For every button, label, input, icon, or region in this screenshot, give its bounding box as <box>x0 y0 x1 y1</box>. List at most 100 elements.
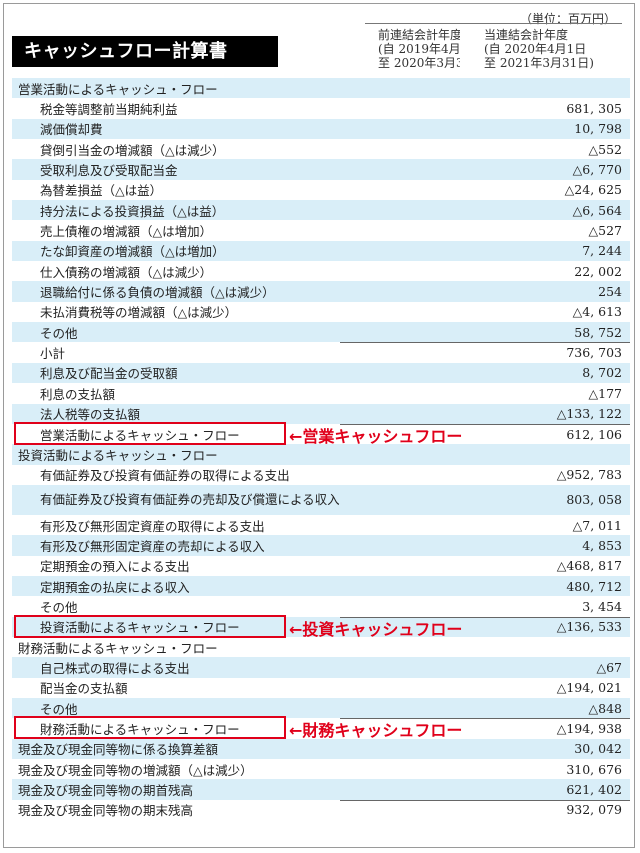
table-row: 営業活動によるキャッシュ・フロー 612, 106 <box>12 423 630 444</box>
prev-period-header: 前連結会計年度 (自 2019年4月1日 至 2020年3月31日) <box>378 28 460 70</box>
row-value: 932, 079 <box>566 802 622 818</box>
row-label: 配当金の支払額 <box>40 681 128 697</box>
row-label: その他 <box>40 599 78 615</box>
row-label: その他 <box>40 701 78 717</box>
row-value: △7, 011 <box>572 517 622 533</box>
row-label: 受取利息及び受取配当金 <box>40 163 178 179</box>
row-value: 58, 752 <box>574 324 622 340</box>
table-row: 定期預金の払戻による収入 480, 712 <box>12 575 630 597</box>
row-label: 貸倒引当金の増減額（△は減少） <box>40 142 225 158</box>
table-row: 定期預金の預入による支出 △468, 817 <box>12 556 630 576</box>
table-row: 財務活動によるキャッシュ・フロー △194, 938 <box>12 718 630 738</box>
sum-rule <box>340 718 630 720</box>
row-value: △468, 817 <box>556 558 622 574</box>
table-row: 現金及び現金同等物の期末残高 932, 079 <box>12 799 630 820</box>
row-label: 仕入債務の増減額（△は減少） <box>40 264 213 280</box>
row-value: △4, 613 <box>572 304 622 320</box>
table-row: 持分法による投資損益（△は益） △6, 564 <box>12 200 630 221</box>
table-row: 貸倒引当金の増減額（△は減少） △552 <box>12 139 630 159</box>
table-row: 為替差損益（△は益） △24, 625 <box>12 180 630 200</box>
sum-rule <box>340 799 630 801</box>
table-row: 減価償却費 10, 798 <box>12 118 630 140</box>
highlight-box <box>14 716 286 739</box>
row-label: 未払消費税等の増減額（△は減少） <box>40 305 238 321</box>
row-label: 現金及び現金同等物の期末残高 <box>18 803 194 819</box>
highlight-box <box>14 615 286 638</box>
table-row: 投資活動によるキャッシュ・フロー <box>12 444 630 465</box>
row-label: 持分法による投資損益（△は益） <box>40 203 225 219</box>
prev-period-line: 前連結会計年度 <box>378 28 460 42</box>
curr-period-line: (自 2020年4月1日 <box>484 42 587 56</box>
row-label: 有価証券及び投資有価証券の売却及び償還による収入 <box>40 492 340 508</box>
table-row: 未払消費税等の増減額（△は減少） △4, 613 <box>12 302 630 322</box>
row-label: 小計 <box>40 346 66 362</box>
table-row: 自己株式の取得による支出 △67 <box>12 657 630 678</box>
curr-period-line: 至 2021年3月31日) <box>484 56 594 70</box>
row-label: 財務活動によるキャッシュ・フロー <box>40 721 240 737</box>
row-value: △6, 770 <box>572 162 622 178</box>
table-row: 利息及び配当金の受取額 8, 702 <box>12 362 630 384</box>
row-value: 30, 042 <box>574 741 622 757</box>
table-row: 受取利息及び受取配当金 △6, 770 <box>12 159 630 180</box>
row-value: △133, 122 <box>556 406 622 422</box>
table-row: 利息の支払額 △177 <box>12 383 630 403</box>
table-row: 小計 736, 703 <box>12 342 630 362</box>
table-row: 現金及び現金同等物の期首残高 621, 402 <box>12 779 630 800</box>
sum-rule <box>340 342 630 344</box>
row-value: △67 <box>596 659 622 675</box>
row-value: 3, 454 <box>582 598 622 614</box>
prev-period-line: (自 2019年4月1日 <box>378 42 460 56</box>
prev-period-line: 至 2020年3月31日) <box>378 56 460 70</box>
row-label: 定期預金の払戻による収入 <box>40 579 190 595</box>
table-row: 配当金の支払額 △194, 021 <box>12 678 630 698</box>
row-label: 自己株式の取得による支出 <box>40 660 190 676</box>
sum-rule <box>340 423 630 425</box>
row-value: 22, 002 <box>574 263 622 279</box>
row-label: 利息の支払額 <box>40 386 116 402</box>
row-label: 現金及び現金同等物の期首残高 <box>18 783 194 799</box>
row-label: 現金及び現金同等物の増減額（△は減少） <box>18 762 253 778</box>
row-value: △136, 533 <box>556 619 622 635</box>
table-row: 法人税等の支払額 △133, 122 <box>12 403 630 424</box>
table-row: その他 58, 752 <box>12 322 630 343</box>
row-value: △24, 625 <box>564 182 622 198</box>
row-value: △194, 021 <box>556 680 622 696</box>
row-value: 681, 305 <box>566 101 622 117</box>
row-label: 有価証券及び投資有価証券の取得による支出 <box>40 468 290 484</box>
row-value: 310, 676 <box>566 761 622 777</box>
table-row: 仕入債務の増減額（△は減少） 22, 002 <box>12 261 630 281</box>
row-label: 退職給付に係る負債の増減額（△は減少） <box>40 285 275 301</box>
row-value: △952, 783 <box>556 467 622 483</box>
row-value: 10, 798 <box>574 121 622 137</box>
row-label: 営業活動によるキャッシュ・フロー <box>40 427 240 443</box>
table-row: 営業活動によるキャッシュ・フロー <box>12 78 630 99</box>
row-value: △848 <box>588 700 622 716</box>
row-label: 投資活動によるキャッシュ・フロー <box>40 620 240 636</box>
row-label: たな卸資産の増減額（△は増加） <box>40 244 225 260</box>
row-label: 税金等調整前当期純利益 <box>40 102 178 118</box>
financing-callout: ←財務キャッシュフロー <box>289 721 463 740</box>
curr-period-line: 当連結会計年度 <box>484 28 569 42</box>
page-title: キャッシュフロー計算書 <box>12 36 278 67</box>
row-value: △6, 564 <box>572 202 622 218</box>
row-label: 営業活動によるキャッシュ・フロー <box>18 81 218 97</box>
row-label: 法人税等の支払額 <box>40 407 141 423</box>
row-label: 現金及び現金同等物に係る換算差額 <box>18 742 219 758</box>
row-label: 減価償却費 <box>40 122 103 138</box>
highlight-box <box>14 422 286 445</box>
header-rule <box>365 23 622 24</box>
curr-period-header: 当連結会計年度 (自 2020年4月1日 至 2021年3月31日) <box>484 28 594 70</box>
row-label: 利息及び配当金の受取額 <box>40 366 178 382</box>
row-value: 621, 402 <box>566 782 622 798</box>
row-value: △177 <box>588 385 622 401</box>
table-row: その他 3, 454 <box>12 596 630 616</box>
row-value: 4, 853 <box>582 537 622 553</box>
row-value: 803, 058 <box>566 492 622 508</box>
row-value: △194, 938 <box>556 720 622 736</box>
row-value: 254 <box>598 284 622 300</box>
sum-rule <box>340 616 630 618</box>
table-row: 税金等調整前当期純利益 681, 305 <box>12 98 630 118</box>
table-row: 売上債権の増減額（△は増加） △527 <box>12 220 630 240</box>
unit-label: （単位：百万円） <box>519 12 616 26</box>
table-row: 有価証券及び投資有価証券の取得による支出 △952, 783 <box>12 465 630 485</box>
